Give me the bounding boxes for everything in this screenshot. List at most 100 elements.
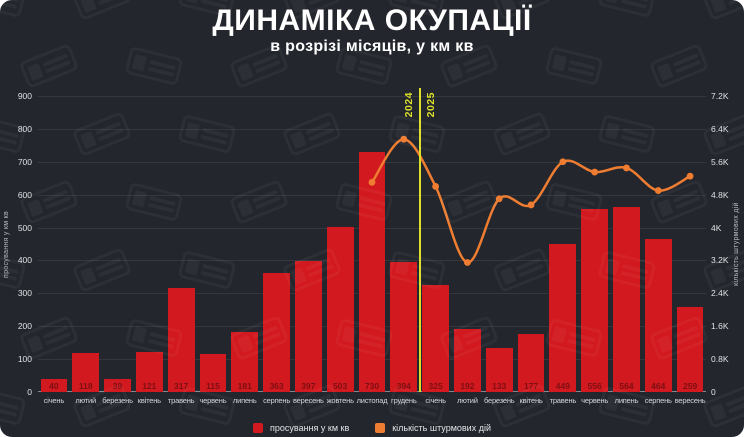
page-subtitle: в розрізі місяців, у км кв bbox=[270, 38, 474, 55]
axis-tick: 100 bbox=[17, 354, 32, 365]
bar-value-label: 192 bbox=[460, 381, 475, 391]
bar-value-label: 449 bbox=[555, 381, 570, 391]
page-title: ДИНАМІКА ОКУПАЦІЇ bbox=[212, 4, 532, 37]
month-label-10: листопад bbox=[356, 396, 388, 405]
axis-tick: 200 bbox=[17, 321, 32, 332]
gridline bbox=[38, 128, 706, 130]
left-axis-ticks: 900 800 700 600 500 400 300 200 100 0 bbox=[0, 92, 32, 397]
axis-tick: 6.4K bbox=[711, 123, 729, 134]
month-label-16: травень bbox=[549, 396, 577, 405]
line-point bbox=[368, 178, 376, 186]
month-label-15: квітень bbox=[519, 396, 543, 405]
line-point bbox=[495, 195, 503, 203]
axis-tick: 2.4K bbox=[711, 288, 729, 299]
month-label-19: серпень bbox=[644, 396, 672, 405]
legend-swatch-bar bbox=[253, 423, 263, 433]
month-label-8: вересень bbox=[292, 396, 324, 405]
legend-swatch-line bbox=[375, 423, 386, 433]
bar-серпень-7: 363 bbox=[263, 272, 290, 392]
month-label-0: січень bbox=[43, 396, 65, 405]
month-label-11: грудень bbox=[391, 396, 417, 405]
bar-value-label: 259 bbox=[682, 381, 698, 391]
bar-квітень-3: 121 bbox=[135, 352, 163, 392]
month-label-9: жовтень bbox=[326, 396, 354, 405]
bar-value-label: 115 bbox=[206, 381, 220, 391]
legend: просування у км кв кількість штурмових д… bbox=[0, 423, 744, 433]
axis-tick: 4.8K bbox=[711, 189, 729, 200]
line-point bbox=[654, 187, 662, 194]
month-label-5: червень bbox=[199, 396, 227, 405]
watermark-emblem bbox=[656, 62, 674, 81]
line-point bbox=[623, 164, 630, 172]
bar-value-label: 40 bbox=[49, 381, 59, 391]
bar-березень-14: 133 bbox=[485, 348, 513, 392]
axis-tick: 300 bbox=[17, 288, 32, 299]
bar-лютий-13: 192 bbox=[454, 328, 481, 392]
bar-value-label: 177 bbox=[523, 381, 539, 391]
axis-tick: 900 bbox=[17, 91, 32, 101]
watermark-emblem bbox=[341, 53, 358, 72]
year-label-2025: 2025 bbox=[424, 92, 437, 118]
axis-tick: 0 bbox=[27, 387, 32, 397]
axis-tick: 400 bbox=[17, 255, 32, 266]
line-point bbox=[527, 201, 535, 209]
bar-value-label: 503 bbox=[333, 381, 348, 391]
bar-квітень-15: 177 bbox=[517, 333, 545, 392]
axis-tick: 4K bbox=[711, 222, 722, 233]
bar-value-label: 325 bbox=[428, 381, 443, 391]
bar-вересень-8: 397 bbox=[294, 261, 322, 392]
bar-листопад-10: 730 bbox=[358, 151, 386, 392]
bar-травень-16: 449 bbox=[549, 244, 577, 392]
bar-value-label: 118 bbox=[78, 381, 93, 391]
month-label-2: березень bbox=[102, 396, 133, 405]
bar-травень-4: 317 bbox=[167, 287, 195, 392]
bar-value-label: 464 bbox=[651, 381, 666, 391]
bar-value-label: 121 bbox=[142, 381, 157, 391]
bar-value-label: 181 bbox=[237, 381, 252, 391]
bar-value-label: 317 bbox=[174, 381, 189, 391]
watermark-text-lines bbox=[357, 59, 386, 77]
month-label-3: квітень bbox=[137, 396, 161, 405]
axis-tick: 7.2K bbox=[711, 91, 729, 101]
month-label-17: червень bbox=[581, 396, 609, 405]
bar-січень-12: 325 bbox=[422, 285, 449, 392]
month-label-13: лютий bbox=[457, 396, 478, 405]
watermark-emblem bbox=[184, 0, 201, 4]
watermark-text-lines bbox=[42, 53, 71, 73]
bar-червень-17: 556 bbox=[581, 209, 609, 392]
month-label-7: серпень bbox=[263, 396, 291, 405]
assault-actions-line bbox=[370, 137, 691, 264]
bar-value-label: 556 bbox=[587, 381, 602, 391]
axis-tick: 0.8K bbox=[711, 354, 729, 365]
bar-value-label: 730 bbox=[364, 381, 380, 391]
watermark-emblem bbox=[709, 402, 727, 421]
watermark-text-lines bbox=[0, 399, 19, 417]
watermark-emblem bbox=[26, 62, 44, 81]
bar-грудень-11: 394 bbox=[390, 262, 418, 392]
watermark-text-lines bbox=[672, 53, 701, 73]
axis-tick: 600 bbox=[17, 189, 32, 200]
month-label-14: березень bbox=[483, 396, 515, 405]
line-point bbox=[464, 259, 471, 266]
line-series bbox=[368, 135, 694, 266]
line-point bbox=[686, 172, 694, 180]
axis-tick: 700 bbox=[17, 156, 32, 167]
axis-tick: 800 bbox=[17, 123, 32, 134]
legend-item-assaults: кількість штурмових дій bbox=[375, 423, 491, 433]
bar-липень-6: 181 bbox=[231, 332, 259, 392]
bar-червень-5: 115 bbox=[199, 354, 227, 392]
bar-value-label: 394 bbox=[396, 381, 411, 391]
axis-tick: 5.6K bbox=[711, 156, 729, 167]
legend-label-line: кількість штурмових дій bbox=[392, 423, 491, 433]
right-axis-ticks: 7.2K 6.4K 5.6K 4.8K 4K 3.2K 2.4K 1.6K 0.8K 0 bbox=[711, 92, 743, 397]
bar-вересень-20: 259 bbox=[676, 306, 704, 392]
axis-tick: 500 bbox=[17, 222, 32, 233]
axis-tick: 3.2K bbox=[711, 255, 729, 266]
axis-tick: 1.6K bbox=[711, 321, 729, 332]
watermark-emblem bbox=[446, 62, 464, 81]
watermark-emblem bbox=[551, 53, 568, 72]
month-label-20: вересень bbox=[674, 396, 706, 405]
month-label-12: січень bbox=[425, 396, 446, 405]
watermark-emblem bbox=[236, 62, 254, 81]
